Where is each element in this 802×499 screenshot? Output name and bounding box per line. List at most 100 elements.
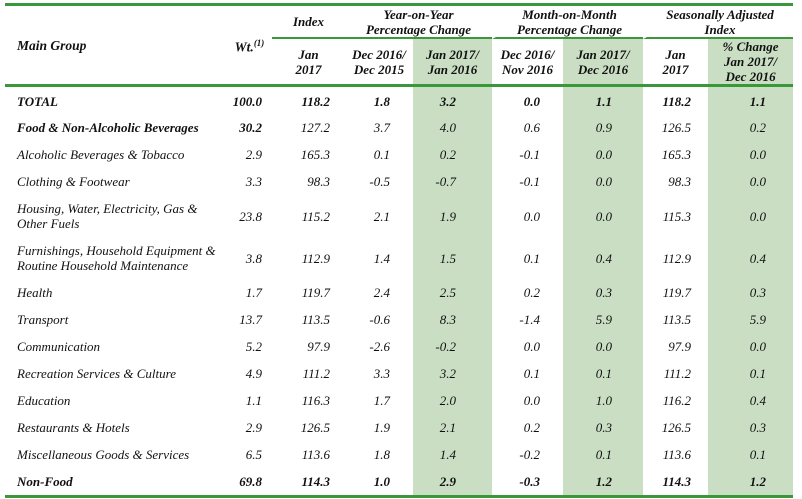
cell-mom_jan2017_dec2016: 0.4: [563, 237, 644, 279]
row-label: Transport: [17, 312, 69, 327]
cell-mom_jan2017_dec2016: 0.9: [563, 114, 644, 141]
table-row: Restaurants & Hotels 2.9 126.5 1.9 2.1 0.2 0.3…: [5, 414, 794, 441]
cell-mom_jan2017_dec2016: 0.3: [563, 414, 644, 441]
cell-index_jan_2017: 113.6: [301, 447, 330, 462]
cell-weight: 1.7: [245, 285, 262, 300]
cell-sa_pct_change_jan2017_dec2016: 0.0: [708, 195, 794, 237]
cell-sa_pct_change_jan2017_dec2016: 0.0: [708, 333, 794, 360]
table-row: TOTAL 100.0 118.2 1.8 3.2 0.0 1.1 118.2 1.1: [5, 87, 794, 114]
cell-sa_pct_change_jan2017_dec2016: 0.0: [708, 168, 794, 195]
cell-index_jan_2017: 115.2: [301, 208, 330, 224]
cell-sa_index_jan_2017: 113.6: [662, 447, 692, 462]
cell-mom_dec2016_nov2016: 0.6: [523, 120, 541, 135]
table-row: Housing, Water, Electricity, Gas & Other…: [5, 195, 794, 237]
row-label: Education: [17, 393, 71, 408]
cell-weight: 69.8: [239, 474, 262, 489]
row-label: Communication: [17, 339, 101, 354]
cell-yoy_dec2016_dec2015: 2.4: [373, 285, 390, 300]
cell-mom_jan2017_dec2016: 1.1: [563, 87, 644, 114]
col-subheader-yoy-dec2016-dec2015: Dec 2016/ Dec 2015: [345, 39, 413, 87]
cell-index_jan_2017: 116.3: [301, 393, 330, 408]
col-subheader-mom-dec2016-nov2016: Dec 2016/ Nov 2016: [492, 39, 564, 87]
cell-sa_index_jan_2017: 118.2: [662, 94, 692, 109]
weight-label: Wt.: [234, 39, 254, 55]
cell-yoy_jan2017_jan2016: -0.7: [413, 168, 493, 195]
cell-weight: 100.0: [232, 94, 262, 109]
row-label: Restaurants & Hotels: [17, 420, 130, 435]
cell-mom_jan2017_dec2016: 0.1: [563, 360, 644, 387]
table-row: Food & Non-Alcoholic Beverages 30.2 127.2 3…: [5, 114, 794, 141]
cell-index_jan_2017: 113.5: [301, 312, 330, 327]
cell-mom_jan2017_dec2016: 0.0: [563, 333, 644, 360]
cpi-index-table: Main Group Wt.(1) Index Year-on-Year Per…: [5, 3, 794, 498]
col-header-main-group: Main Group: [5, 6, 227, 87]
row-label: Clothing & Footwear: [17, 174, 130, 189]
cell-mom_dec2016_nov2016: 0.0: [523, 339, 541, 354]
cell-sa_pct_change_jan2017_dec2016: 0.4: [708, 237, 794, 279]
cell-sa_index_jan_2017: 114.3: [662, 474, 692, 489]
group-header-seasonally-adjusted: Seasonally Adjusted Index: [643, 6, 794, 39]
cell-yoy_jan2017_jan2016: 8.3: [413, 306, 493, 333]
cell-mom_dec2016_nov2016: 0.0: [523, 208, 541, 224]
cell-sa_pct_change_jan2017_dec2016: 0.3: [708, 414, 794, 441]
cell-yoy_jan2017_jan2016: 1.9: [413, 195, 493, 237]
cell-weight: 6.5: [245, 447, 262, 462]
cell-sa_index_jan_2017: 112.9: [662, 250, 692, 266]
row-label: Furnishings, Household Equipment & Routi…: [17, 243, 216, 273]
col-subheader-yoy-jan2017-jan2016: Jan 2017/ Jan 2016: [413, 39, 493, 87]
cell-sa_index_jan_2017: 126.5: [661, 120, 692, 135]
cell-weight: 2.9: [245, 420, 262, 435]
cell-sa_pct_change_jan2017_dec2016: 5.9: [708, 306, 794, 333]
cell-mom_dec2016_nov2016: 0.1: [523, 366, 541, 381]
row-label: Miscellaneous Goods & Services: [17, 447, 190, 462]
cell-sa_index_jan_2017: 113.5: [662, 312, 692, 327]
cell-mom_dec2016_nov2016: -0.3: [519, 474, 541, 489]
cell-yoy_jan2017_jan2016: 4.0: [413, 114, 493, 141]
cell-sa_pct_change_jan2017_dec2016: 0.1: [708, 441, 794, 468]
cell-mom_dec2016_nov2016: -0.1: [519, 174, 541, 189]
cell-index_jan_2017: 112.9: [301, 250, 330, 266]
cell-sa_pct_change_jan2017_dec2016: 0.0: [708, 141, 794, 168]
cell-weight: 3.8: [245, 250, 262, 266]
cell-weight: 1.1: [245, 393, 262, 408]
cell-yoy_jan2017_jan2016: 0.2: [413, 141, 493, 168]
cell-weight: 13.7: [239, 312, 262, 327]
col-subheader-sa-pct-change: % Change Jan 2017/ Dec 2016: [708, 39, 794, 87]
cell-mom_dec2016_nov2016: 0.2: [523, 420, 541, 435]
row-label: TOTAL: [17, 94, 58, 109]
cell-weight: 2.9: [245, 147, 262, 162]
cell-yoy_dec2016_dec2015: 2.1: [373, 208, 390, 224]
cell-sa_index_jan_2017: 97.9: [668, 339, 692, 354]
cell-yoy_jan2017_jan2016: 2.9: [413, 468, 493, 495]
cell-mom_jan2017_dec2016: 0.0: [563, 168, 644, 195]
cell-yoy_jan2017_jan2016: 3.2: [413, 87, 493, 114]
cell-weight: 5.2: [245, 339, 262, 354]
cell-yoy_dec2016_dec2015: 3.3: [373, 366, 390, 381]
group-header-month-on-month: Month-on-Month Percentage Change: [492, 6, 644, 39]
col-subheader-index-jan-2017: Jan 2017: [272, 39, 345, 87]
cell-yoy_dec2016_dec2015: 1.7: [373, 393, 390, 408]
col-subheader-sa-index-jan-2017: Jan 2017: [643, 39, 709, 87]
table-row: Miscellaneous Goods & Services 6.5 113.6 1.…: [5, 441, 794, 468]
cell-index_jan_2017: 165.3: [300, 147, 330, 162]
table-row: Recreation Services & Culture 4.9 111.2 3.3…: [5, 360, 794, 387]
cell-mom_jan2017_dec2016: 0.0: [563, 195, 644, 237]
cell-weight: 23.8: [239, 208, 262, 224]
cell-yoy_jan2017_jan2016: 1.4: [413, 441, 493, 468]
cell-sa_pct_change_jan2017_dec2016: 0.2: [708, 114, 794, 141]
cell-mom_jan2017_dec2016: 0.3: [563, 279, 644, 306]
cell-sa_pct_change_jan2017_dec2016: 0.4: [708, 387, 794, 414]
cell-sa_index_jan_2017: 126.5: [661, 420, 692, 435]
cell-index_jan_2017: 126.5: [300, 420, 330, 435]
cell-sa_index_jan_2017: 98.3: [668, 174, 692, 189]
table-row: Non-Food 69.8 114.3 1.0 2.9 -0.3 1.2 114.3 1.2: [5, 468, 794, 495]
sub-header-row: Jan 2017 Dec 2016/ Dec 2015 Jan 2017/ Ja…: [5, 39, 794, 87]
cell-index_jan_2017: 114.3: [301, 474, 330, 489]
table-row: Furnishings, Household Equipment & Routi…: [5, 237, 794, 279]
cell-index_jan_2017: 111.2: [302, 366, 330, 381]
cell-weight: 30.2: [239, 120, 262, 135]
table-row: Communication 5.2 97.9 -2.6 -0.2 0.0 0.0 97.9 0.…: [5, 333, 794, 360]
cell-yoy_dec2016_dec2015: 1.8: [373, 447, 390, 462]
weight-footnote-marker: (1): [253, 37, 265, 48]
cell-mom_jan2017_dec2016: 5.9: [563, 306, 644, 333]
